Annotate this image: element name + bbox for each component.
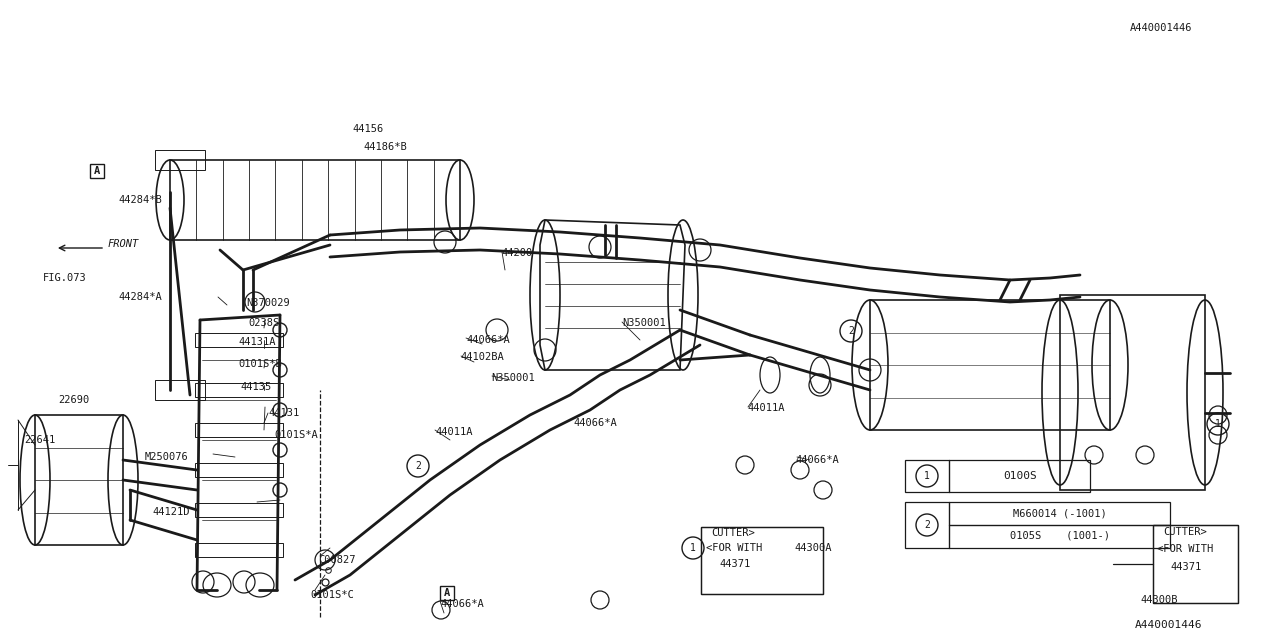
Text: 44300A: 44300A: [794, 543, 832, 553]
Text: <FOR WITH: <FOR WITH: [707, 543, 763, 553]
Bar: [90, 164, 104, 178]
Text: A440001446: A440001446: [1135, 620, 1202, 630]
Text: 2: 2: [415, 461, 421, 471]
Bar: [195, 543, 283, 557]
Bar: [155, 380, 205, 400]
Text: A440001446: A440001446: [1130, 23, 1193, 33]
Bar: [195, 383, 283, 397]
Bar: [905, 460, 1091, 492]
Bar: [1153, 525, 1238, 603]
Text: 44284*B: 44284*B: [118, 195, 161, 205]
Bar: [870, 300, 1110, 430]
Text: M250076: M250076: [145, 452, 188, 462]
Text: 44131: 44131: [268, 408, 300, 418]
Bar: [195, 333, 283, 347]
Text: 44371: 44371: [719, 559, 750, 569]
Text: M660014 (-1001): M660014 (-1001): [1014, 509, 1107, 519]
Text: 0100S: 0100S: [1004, 471, 1037, 481]
Text: 2: 2: [924, 520, 931, 530]
Text: 22641: 22641: [24, 435, 55, 445]
Bar: [170, 160, 460, 240]
Text: 0105S    (1001-): 0105S (1001-): [1010, 531, 1110, 541]
Text: 44121D: 44121D: [152, 507, 189, 517]
Bar: [701, 527, 823, 594]
Bar: [1153, 525, 1238, 603]
Text: 44300B: 44300B: [1140, 595, 1178, 605]
Bar: [195, 463, 283, 477]
Bar: [1060, 295, 1204, 490]
Text: FIG.073: FIG.073: [44, 273, 87, 283]
Text: 44156: 44156: [352, 124, 383, 134]
Text: N350001: N350001: [622, 318, 666, 328]
Text: 44131A: 44131A: [238, 337, 275, 347]
Text: CUTTER>: CUTTER>: [710, 528, 755, 538]
Text: 44200: 44200: [500, 248, 532, 258]
Text: 44066*A: 44066*A: [440, 599, 484, 609]
Text: 0238S: 0238S: [248, 318, 279, 328]
Bar: [440, 586, 454, 600]
Bar: [195, 503, 283, 517]
Text: 1: 1: [924, 471, 931, 481]
Text: 44011A: 44011A: [435, 427, 472, 437]
Text: 0101S*B: 0101S*B: [238, 359, 282, 369]
Text: 22690: 22690: [58, 395, 90, 405]
Text: 44284*A: 44284*A: [118, 292, 161, 302]
Text: N350001: N350001: [492, 373, 535, 383]
Text: 44066*A: 44066*A: [795, 455, 838, 465]
Text: 44135: 44135: [241, 382, 271, 392]
Text: 44066*A: 44066*A: [466, 335, 509, 345]
Text: 44066*A: 44066*A: [573, 418, 617, 428]
Text: FRONT: FRONT: [108, 239, 140, 249]
Text: 1: 1: [1215, 419, 1221, 429]
Bar: [195, 423, 283, 437]
Text: C00827: C00827: [317, 555, 356, 565]
Text: 44371: 44371: [1170, 562, 1201, 572]
Text: 44102BA: 44102BA: [460, 352, 504, 362]
Text: 2: 2: [849, 326, 854, 336]
Text: 44011A: 44011A: [748, 403, 785, 413]
Text: 0101S*A: 0101S*A: [274, 430, 317, 440]
Text: A: A: [93, 166, 100, 176]
Text: 44186*B: 44186*B: [364, 142, 407, 152]
Bar: [35, 415, 123, 545]
Text: 1: 1: [690, 543, 696, 553]
Text: 0101S*C: 0101S*C: [310, 590, 353, 600]
Text: N370029: N370029: [246, 298, 289, 308]
Text: CUTTER>: CUTTER>: [1164, 527, 1207, 537]
Bar: [701, 527, 823, 594]
Bar: [905, 502, 1170, 548]
Text: A: A: [444, 588, 451, 598]
Text: <FOR WITH: <FOR WITH: [1157, 544, 1213, 554]
Bar: [155, 150, 205, 170]
